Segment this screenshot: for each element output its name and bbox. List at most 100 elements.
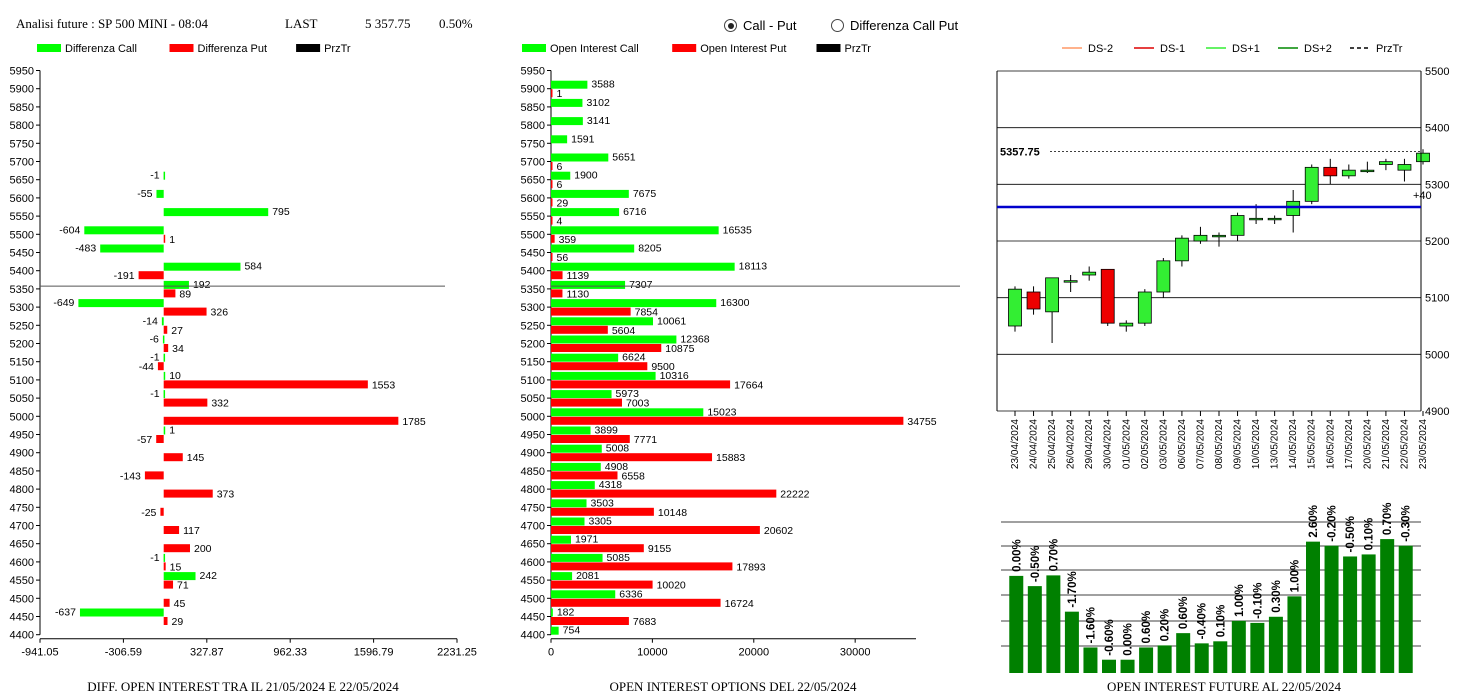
call-bar xyxy=(163,171,166,180)
radio-button-icon[interactable] xyxy=(831,19,844,32)
call-value-label: 584 xyxy=(244,261,262,273)
y-tick-label: 5500 xyxy=(10,229,34,241)
x-tick-label: 30/04/2024 xyxy=(1103,419,1114,469)
call-bar xyxy=(156,189,164,198)
call-value-label: 4908 xyxy=(605,461,629,473)
put-bar xyxy=(163,526,180,534)
put-value-label: 7854 xyxy=(635,307,659,319)
y-tick-label: 5400 xyxy=(521,266,545,278)
candle-body xyxy=(1156,260,1171,293)
oi-bar-label: 0.00% xyxy=(1123,623,1135,656)
y-tick-label: 5950 xyxy=(521,66,545,78)
call-bar xyxy=(551,626,559,635)
radio-call-put[interactable]: Call - Put xyxy=(724,18,796,33)
y-tick-label: 4450 xyxy=(521,612,545,624)
candle-body xyxy=(1008,288,1022,327)
put-value-label: -44 xyxy=(139,361,154,373)
x-tick-label: 23/04/2024 xyxy=(1010,419,1021,469)
legend-swatch xyxy=(672,44,697,52)
call-value-label: -483 xyxy=(75,243,96,255)
y-tick-label: 4750 xyxy=(521,502,545,514)
x-tick-label: 20000 xyxy=(738,647,769,659)
put-bar xyxy=(551,180,553,189)
radio-differenza[interactable]: Differenza Call Put xyxy=(831,18,958,33)
put-value-label: 56 xyxy=(557,252,569,264)
put-bar xyxy=(163,398,208,407)
oi-bar-label: 0.70% xyxy=(1382,502,1394,535)
legend-label: PrzTr xyxy=(1376,43,1403,55)
y-tick-label: 5400 xyxy=(1425,123,1449,135)
legend-label: DS-2 xyxy=(1088,43,1113,55)
call-bar xyxy=(551,426,591,435)
put-bar xyxy=(551,526,760,534)
call-value-label: 15023 xyxy=(707,406,736,418)
right-annotation: +40 xyxy=(1413,190,1432,202)
oi-bar xyxy=(1231,620,1246,673)
candle-body xyxy=(1249,217,1263,221)
y-tick-label: 5250 xyxy=(10,320,34,332)
y-tick-label: 4850 xyxy=(10,466,34,478)
oi-bar xyxy=(1139,647,1154,673)
y-tick-label: 4650 xyxy=(10,539,34,551)
call-bar xyxy=(84,226,164,235)
oi-bar-label: -0.30% xyxy=(1401,505,1413,541)
call-bar xyxy=(551,335,677,344)
call-bar xyxy=(163,208,269,217)
put-value-label: 7771 xyxy=(634,434,658,446)
put-bar xyxy=(163,562,166,571)
put-bar xyxy=(551,271,563,280)
put-value-label: 373 xyxy=(217,489,235,501)
x-tick-label: 09/05/2024 xyxy=(1233,419,1244,469)
y-tick-label: 4950 xyxy=(521,430,545,442)
put-value-label: 1130 xyxy=(566,288,589,300)
candle-body xyxy=(1379,161,1393,165)
call-bar xyxy=(551,517,585,526)
put-value-label: 29 xyxy=(172,616,184,628)
y-tick-label: 5800 xyxy=(521,120,545,132)
put-value-label: -25 xyxy=(141,507,156,519)
x-tick-label: 1596.79 xyxy=(354,647,394,659)
oi-bar-label: 0.60% xyxy=(1141,611,1153,644)
call-value-label: 12368 xyxy=(680,334,709,346)
oi-bar-label: -0.20% xyxy=(1327,505,1339,541)
legend-label: Open Interest Put xyxy=(700,43,786,55)
put-bar xyxy=(551,617,629,625)
oi-bar-label: -0.60% xyxy=(1104,619,1116,655)
call-value-label: 5651 xyxy=(612,152,636,164)
put-value-label: 332 xyxy=(211,398,229,410)
y-tick-label: 4800 xyxy=(10,484,34,496)
put-value-label: 20602 xyxy=(764,525,793,537)
legend-swatch xyxy=(816,44,841,52)
put-bar xyxy=(163,453,183,462)
call-bar xyxy=(551,535,571,544)
call-value-label: 16535 xyxy=(723,224,752,236)
x-tick-label: 21/05/2024 xyxy=(1381,419,1392,469)
x-tick-label: 06/05/2024 xyxy=(1177,419,1188,469)
oi-bar xyxy=(1083,647,1098,673)
oi-bar xyxy=(1009,575,1024,673)
y-tick-label: 5850 xyxy=(521,102,545,114)
call-bar xyxy=(551,444,602,453)
legend-label: PrzTr xyxy=(845,43,872,55)
x-tick-label: 2231.25 xyxy=(437,647,477,659)
radio-button-icon[interactable] xyxy=(724,19,737,32)
legend-swatch xyxy=(522,44,546,52)
call-bar xyxy=(551,572,573,581)
y-tick-label: 5700 xyxy=(10,157,34,169)
call-value-label: 5973 xyxy=(616,388,640,400)
y-tick-label: 5250 xyxy=(521,320,545,332)
put-value-label: 34755 xyxy=(907,416,936,428)
x-tick-label: 15/05/2024 xyxy=(1307,419,1318,469)
call-bar xyxy=(79,608,164,617)
legend-label: DS-1 xyxy=(1160,43,1185,55)
call-value-label: 18113 xyxy=(739,261,768,273)
y-tick-label: 4950 xyxy=(10,430,34,442)
y-tick-label: 5850 xyxy=(10,102,34,114)
candle-body xyxy=(1267,217,1282,221)
legend-label: PrzTr xyxy=(324,43,351,55)
call-value-label: 6624 xyxy=(622,352,646,364)
put-bar xyxy=(551,344,662,352)
put-bar xyxy=(156,435,164,443)
x-tick-label: 17/05/2024 xyxy=(1344,419,1355,469)
